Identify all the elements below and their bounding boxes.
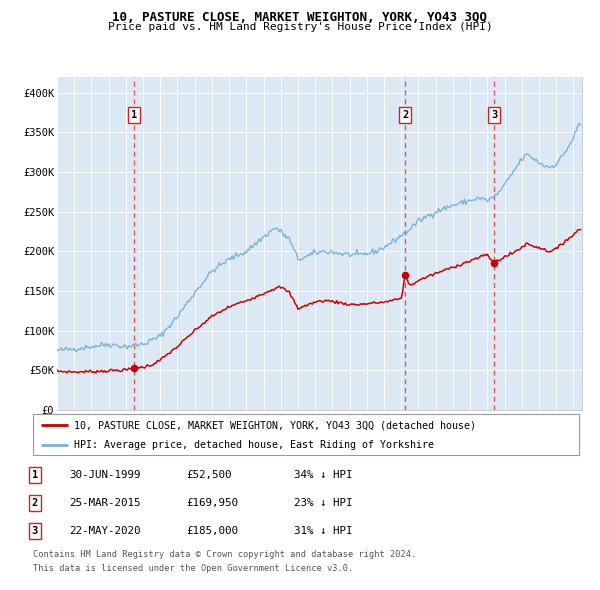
- Text: £52,500: £52,500: [186, 470, 232, 480]
- Text: 3: 3: [491, 110, 497, 120]
- Text: This data is licensed under the Open Government Licence v3.0.: This data is licensed under the Open Gov…: [33, 565, 353, 573]
- Text: 2: 2: [402, 110, 409, 120]
- Text: 10, PASTURE CLOSE, MARKET WEIGHTON, YORK, YO43 3QQ (detached house): 10, PASTURE CLOSE, MARKET WEIGHTON, YORK…: [74, 420, 476, 430]
- Text: 22-MAY-2020: 22-MAY-2020: [69, 526, 140, 536]
- Text: Price paid vs. HM Land Registry's House Price Index (HPI): Price paid vs. HM Land Registry's House …: [107, 22, 493, 32]
- Text: £185,000: £185,000: [186, 526, 238, 536]
- Text: Contains HM Land Registry data © Crown copyright and database right 2024.: Contains HM Land Registry data © Crown c…: [33, 550, 416, 559]
- Text: 34% ↓ HPI: 34% ↓ HPI: [294, 470, 353, 480]
- Text: 23% ↓ HPI: 23% ↓ HPI: [294, 498, 353, 507]
- Text: HPI: Average price, detached house, East Riding of Yorkshire: HPI: Average price, detached house, East…: [74, 440, 434, 450]
- Text: 2: 2: [32, 498, 38, 507]
- Text: 3: 3: [32, 526, 38, 536]
- Text: 30-JUN-1999: 30-JUN-1999: [69, 470, 140, 480]
- Text: 1: 1: [131, 110, 137, 120]
- Text: 10, PASTURE CLOSE, MARKET WEIGHTON, YORK, YO43 3QQ: 10, PASTURE CLOSE, MARKET WEIGHTON, YORK…: [113, 11, 487, 24]
- Text: 1: 1: [32, 470, 38, 480]
- Text: 31% ↓ HPI: 31% ↓ HPI: [294, 526, 353, 536]
- Text: £169,950: £169,950: [186, 498, 238, 507]
- Text: 25-MAR-2015: 25-MAR-2015: [69, 498, 140, 507]
